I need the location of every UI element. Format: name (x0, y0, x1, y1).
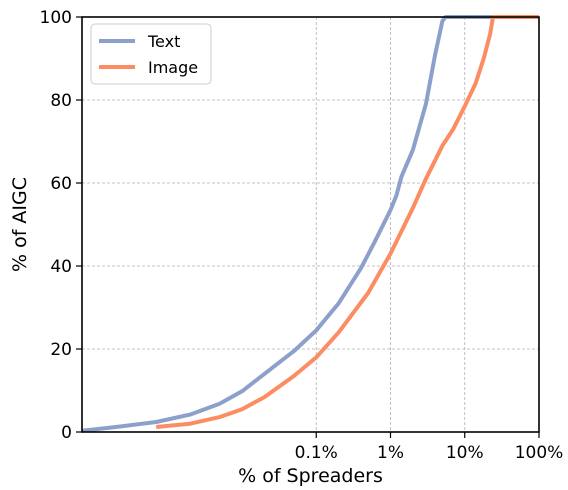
plot-frame (81, 16, 540, 433)
axis-ticks: 0.1% 1% 10% 100% 0 20 40 60 80 100 (40, 8, 564, 463)
series-line-image (156, 15, 539, 429)
x-tick-label: 100% (515, 443, 564, 463)
x-tick-label: 0.1% (295, 443, 338, 463)
x-tick-label: 10% (446, 443, 484, 463)
y-tick-label: 60 (50, 174, 72, 194)
legend: Text Image (90, 23, 212, 85)
y-tick-label: 100 (40, 8, 72, 28)
y-tick-label: 20 (50, 340, 72, 360)
y-tick-label: 0 (61, 423, 72, 443)
legend-label-image: Image (148, 58, 198, 77)
x-axis-label: % of Spreaders (238, 465, 383, 487)
legend-label-text: Text (147, 32, 180, 51)
y-tick-label: 40 (50, 257, 72, 277)
y-tick-label: 80 (50, 91, 72, 111)
y-axis-label: % of AIGC (9, 177, 31, 272)
series-lines (81, 15, 539, 433)
series-line-text (81, 15, 539, 433)
x-tick-label: 1% (377, 443, 404, 463)
